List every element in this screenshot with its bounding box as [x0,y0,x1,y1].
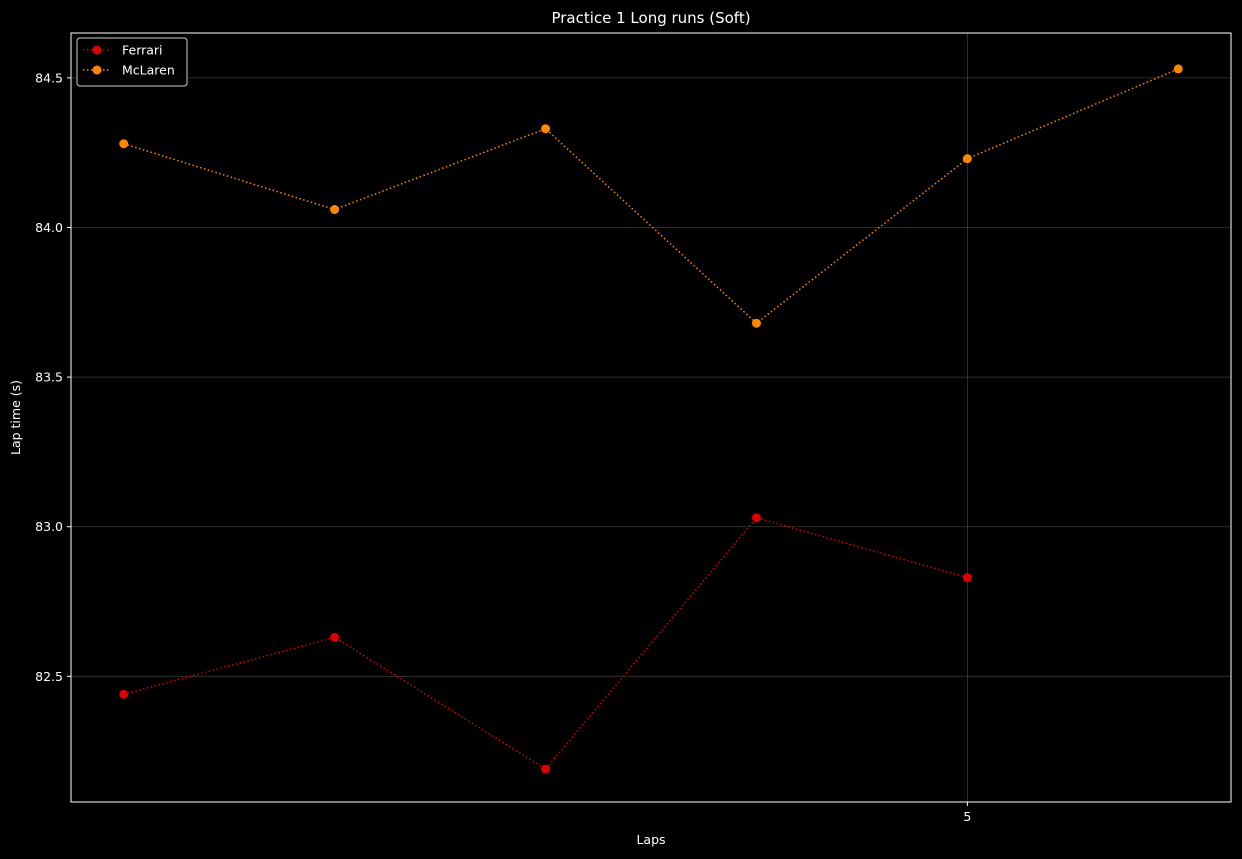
chart-title: Practice 1 Long runs (Soft) [551,9,750,27]
y-tick-label: 83.0 [35,519,63,534]
plot-frame [70,32,1232,803]
ferrari-legend-marker [92,45,102,55]
mclaren-data-point [751,318,761,328]
mclaren-data-point [962,154,972,164]
mclaren-data-point [541,124,551,134]
x-axis-label: Laps [636,832,665,847]
ferrari-data-point [541,764,551,774]
mclaren-series-line [123,68,1179,325]
mclaren-legend-marker [92,65,102,75]
series-layer [119,64,1183,774]
mclaren-data-point [330,205,340,215]
x-tick-label: 5 [963,809,971,824]
mclaren-legend-label: McLaren [122,63,175,78]
tick-layer: 82.5 83.0 83.5 84.0 84.5 5 [35,70,971,824]
ferrari-series-line [123,516,968,771]
mclaren-data-point [119,139,129,149]
y-tick-label: 84.0 [35,220,63,235]
ferrari-legend-label: Ferrari [122,43,163,58]
ferrari-data-point [330,632,340,642]
y-tick-label: 83.5 [35,370,63,385]
grid-layer [71,33,1231,802]
legend: Ferrari McLaren [76,37,188,87]
ferrari-data-point [751,513,761,523]
y-axis-label: Lap time (s) [8,380,23,455]
y-tick-label: 82.5 [35,669,63,684]
ferrari-data-point [119,689,129,699]
ferrari-data-point [962,573,972,583]
mclaren-data-point [1173,64,1183,74]
y-tick-label: 84.5 [35,70,63,85]
